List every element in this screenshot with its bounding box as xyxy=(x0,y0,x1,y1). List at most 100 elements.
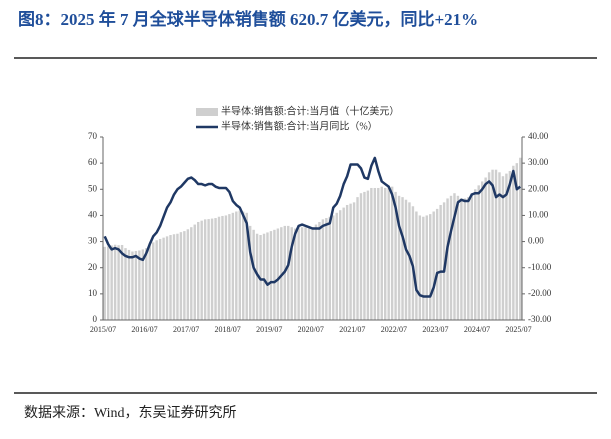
bar xyxy=(397,195,401,320)
line xyxy=(103,156,522,298)
bar xyxy=(224,215,228,320)
bar xyxy=(456,195,460,320)
bar xyxy=(280,227,283,320)
bar xyxy=(131,251,134,320)
bar xyxy=(197,221,200,320)
bar xyxy=(304,227,307,320)
bar xyxy=(148,245,151,320)
bar xyxy=(460,198,463,320)
bar xyxy=(484,177,487,320)
bar xyxy=(217,216,221,320)
bar xyxy=(335,212,338,320)
bar xyxy=(321,219,325,320)
x-tick-label: 2024/07 xyxy=(464,325,490,334)
bar xyxy=(307,228,311,320)
bar xyxy=(266,232,269,320)
bar xyxy=(325,218,328,320)
bar xyxy=(103,246,106,320)
bar xyxy=(480,181,484,320)
bar xyxy=(425,215,428,320)
bar xyxy=(508,170,512,320)
bar xyxy=(176,233,179,320)
y2-tick-label: 20.00 xyxy=(528,183,549,193)
bar xyxy=(345,204,349,320)
bar xyxy=(124,248,127,320)
bar xyxy=(120,244,124,320)
legend-swatch xyxy=(196,108,218,116)
y2-tick-label: -10.00 xyxy=(528,262,552,272)
bar xyxy=(470,193,474,320)
bar xyxy=(432,211,435,320)
bar xyxy=(390,186,394,320)
bar xyxy=(446,198,449,320)
bar xyxy=(318,221,321,320)
bar xyxy=(238,210,241,320)
y-tick-label: 40 xyxy=(88,209,98,219)
bar xyxy=(501,176,505,320)
bar xyxy=(134,250,138,320)
x-tick-label: 2019/07 xyxy=(256,325,282,334)
bar xyxy=(435,208,439,320)
bar xyxy=(193,224,196,320)
y2-tick-label: 30.00 xyxy=(528,157,549,167)
x-tick-label: 2017/07 xyxy=(173,325,199,334)
bar xyxy=(515,163,519,320)
bar xyxy=(384,187,387,320)
bar xyxy=(373,187,377,320)
bar xyxy=(110,245,113,320)
bar xyxy=(183,231,186,320)
bar xyxy=(311,227,314,320)
bar xyxy=(453,193,456,320)
bar xyxy=(332,215,335,320)
bar xyxy=(512,165,515,320)
y-tick-label: 0 xyxy=(93,314,98,324)
bar xyxy=(408,202,411,320)
bar xyxy=(314,224,318,320)
bar xyxy=(467,197,470,320)
y2-tick-label: 0.00 xyxy=(528,236,544,246)
bar xyxy=(228,214,231,320)
bar xyxy=(231,212,235,320)
bar xyxy=(179,232,183,320)
bar xyxy=(190,227,193,320)
y-tick-label: 50 xyxy=(88,183,98,193)
y-tick-label: 30 xyxy=(88,236,98,246)
bar xyxy=(439,204,442,320)
x-tick-label: 2020/07 xyxy=(298,325,324,334)
bar xyxy=(290,227,293,320)
bar xyxy=(328,216,332,320)
bar xyxy=(186,229,190,320)
bar xyxy=(349,203,352,320)
bar xyxy=(165,236,169,320)
y-tick-label: 20 xyxy=(88,262,98,272)
x-tick-label: 2023/07 xyxy=(422,325,448,334)
bar xyxy=(415,211,418,320)
y2-tick-label: -30.00 xyxy=(528,314,552,324)
bar xyxy=(106,246,110,320)
bar xyxy=(172,234,176,320)
source: 数据来源：Wind，东吴证券研究所 xyxy=(24,405,237,421)
bar xyxy=(418,215,422,320)
bar xyxy=(221,215,224,320)
legend-label: 半导体:销售额:合计:当月同比（%） xyxy=(221,119,378,132)
bar xyxy=(138,250,141,320)
bar xyxy=(255,233,259,320)
bar xyxy=(235,211,238,320)
y-tick-label: 10 xyxy=(88,288,98,298)
bar xyxy=(519,157,522,320)
bar xyxy=(276,228,280,320)
bar xyxy=(449,195,453,320)
bar xyxy=(387,186,390,320)
bar xyxy=(214,218,217,320)
bar xyxy=(377,187,380,320)
bar xyxy=(297,227,300,320)
bar xyxy=(273,229,276,320)
bar xyxy=(487,172,491,320)
bar xyxy=(262,233,266,320)
bar xyxy=(429,214,432,320)
bar xyxy=(248,225,252,320)
bar xyxy=(113,244,117,320)
bar xyxy=(491,169,494,320)
y2-tick-label: -20.00 xyxy=(528,288,552,298)
